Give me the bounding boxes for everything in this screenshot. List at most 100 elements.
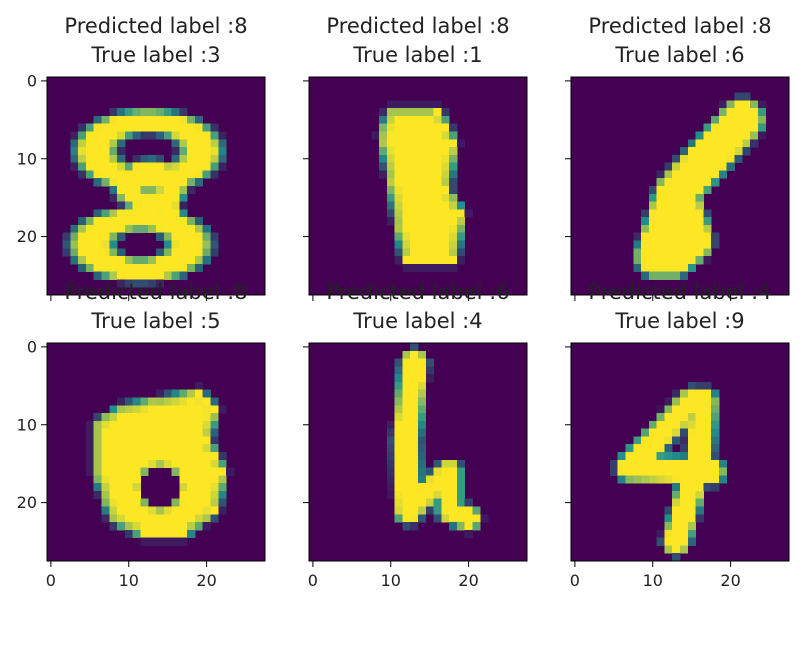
pixel-cell (672, 256, 681, 265)
pixel-cell (703, 217, 712, 226)
pixel-cell (402, 522, 411, 531)
pixel-cell (179, 397, 188, 406)
pixel-cell (202, 154, 211, 164)
pixel-cell (742, 131, 751, 140)
pixel-cell (425, 263, 434, 273)
panel-3-predicted-title: Predicted label :8 (588, 14, 771, 38)
pixel-cell (132, 271, 141, 280)
pixel-cell (210, 467, 219, 476)
pixel-cell (117, 232, 126, 241)
pixel-cell (179, 522, 188, 531)
pixel-cell (664, 514, 673, 523)
pixel-cell (394, 475, 403, 484)
pixel-cell (402, 170, 411, 179)
pixel-cell (101, 248, 110, 257)
pixel-cell (124, 522, 134, 531)
pixel-cell (402, 186, 411, 195)
pixel-cell (163, 459, 172, 468)
pixel-cell (687, 397, 696, 406)
pixel-cell (78, 162, 87, 171)
pixel-cell (140, 186, 149, 195)
pixel-cell (418, 459, 427, 468)
pixel-cell (695, 147, 704, 156)
pixel-cell (187, 240, 196, 249)
pixel-cell (148, 397, 157, 406)
pixel-cell (85, 263, 95, 273)
pixel-cell (148, 459, 157, 468)
panel-5: Predicted label :6 True label :4 0 10 20 (303, 280, 528, 590)
pixel-cell (687, 193, 696, 202)
pixel-cell (695, 475, 704, 484)
pixel-cell (687, 162, 696, 171)
pixel-cell (132, 459, 141, 468)
pixel-cell (394, 232, 403, 241)
pixel-cell (179, 444, 188, 453)
pixel-cell (202, 248, 211, 257)
pixel-cell (680, 263, 689, 273)
pixel-cell (386, 147, 396, 156)
pixel-cell (648, 201, 658, 210)
pixel-cell (402, 178, 411, 187)
pixel-cell (117, 498, 126, 507)
pixel-cell (210, 483, 219, 492)
pixel-cell (433, 170, 442, 179)
pixel-cell (734, 123, 743, 132)
pixel-cell (711, 115, 720, 125)
pixel-cell (441, 232, 450, 241)
pixel-cell (648, 428, 658, 437)
pixel-cell (171, 271, 180, 280)
pixel-cell (418, 123, 427, 132)
pixel-cell (695, 397, 704, 406)
pixel-cell (394, 100, 403, 109)
pixel-cell (93, 271, 102, 280)
pixel-cell (132, 506, 141, 515)
pixel-cell (78, 240, 87, 249)
pixel-cell (410, 170, 419, 179)
pixel-cell (101, 483, 110, 492)
pixel-cell (117, 522, 126, 531)
pixel-cell (156, 170, 165, 179)
pixel-cell (132, 154, 141, 164)
pixel-cell (402, 115, 411, 125)
pixel-cell (101, 170, 110, 179)
pixel-cell (117, 506, 126, 515)
pixel-cell (101, 428, 110, 437)
pixel-cell (394, 139, 403, 148)
pixel-cell (441, 170, 450, 179)
pixel-cell (687, 475, 696, 484)
pixel-cell (386, 475, 396, 484)
axes-frame (570, 342, 790, 562)
pixel-cell (70, 232, 79, 241)
pixel-cell (132, 467, 141, 476)
pixel-cell (425, 193, 434, 202)
pixel-cell (433, 131, 442, 140)
y-tick-label: 20 (17, 227, 37, 246)
pixel-cell (156, 224, 165, 234)
pixel-cell (441, 248, 450, 257)
pixel-cell (179, 232, 188, 241)
pixel-cell (680, 413, 689, 422)
pixel-cell (187, 389, 196, 398)
pixel-cell (633, 240, 642, 249)
pixel-cell (148, 131, 157, 140)
pixel-cell (402, 428, 411, 437)
pixel-cell (132, 490, 141, 500)
pixel-cell (664, 240, 673, 249)
pixel-cell (386, 131, 396, 140)
pixel-cell (140, 436, 149, 445)
pixel-cell (711, 232, 720, 241)
pixel-cell (402, 490, 411, 500)
pixel-cell (711, 420, 720, 430)
pixel-cell (695, 232, 704, 241)
x-tick-label: 20 (720, 571, 740, 590)
pixel-cell (156, 452, 165, 461)
panel-6-image (571, 343, 789, 562)
pixel-cell (695, 201, 704, 210)
panel-2: Predicted label :8 True label :1 (303, 14, 528, 301)
pixel-cell (703, 147, 712, 156)
pixel-cell (140, 178, 149, 187)
pixel-cell (680, 147, 689, 156)
pixel-cell (472, 514, 481, 523)
pixel-cell (93, 224, 102, 234)
pixel-cell (672, 224, 681, 234)
